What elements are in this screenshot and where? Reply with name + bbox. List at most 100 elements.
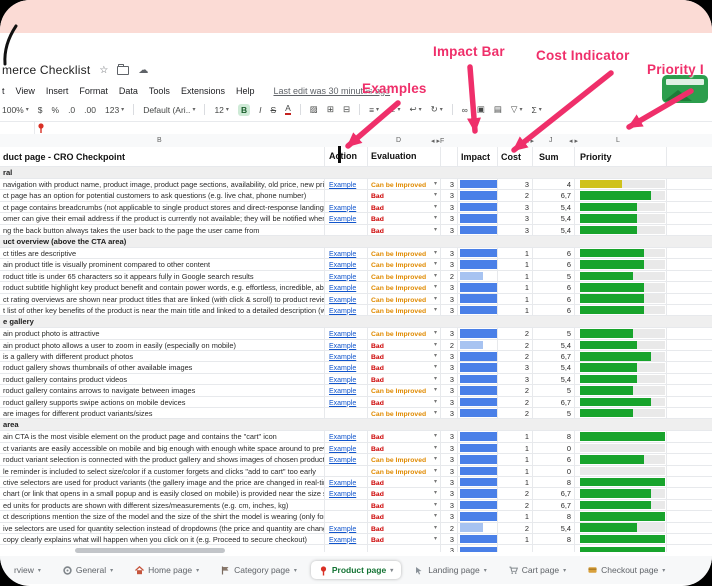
evaluation-cell[interactable]: Can be Improved ▾ bbox=[368, 247, 441, 259]
toolbar-percent-format-button[interactable]: % bbox=[51, 104, 60, 115]
sheet-tab-product-page[interactable]: Product page ▾ bbox=[310, 561, 402, 579]
dropdown-arrow-icon[interactable]: ▾ bbox=[433, 341, 437, 348]
evaluation-cell[interactable]: Bad ▾ bbox=[368, 339, 441, 351]
evaluation-cell[interactable]: Can be Improved ▾ bbox=[368, 282, 441, 293]
sheet-tab-landing-page[interactable]: Landing page ▾ bbox=[407, 561, 495, 579]
evaluation-cell[interactable]: Bad ▾ bbox=[368, 362, 441, 373]
column-letter[interactable]: B bbox=[157, 137, 162, 144]
tab-menu-arrow-icon[interactable]: ▾ bbox=[110, 567, 114, 574]
toolbar-bold-button[interactable]: B bbox=[237, 103, 251, 116]
dropdown-arrow-icon[interactable]: ▾ bbox=[433, 398, 437, 405]
toolbar-merge-cells-button[interactable]: ⊟ bbox=[342, 104, 351, 114]
dropdown-arrow-icon[interactable]: ▾ bbox=[433, 524, 437, 531]
dropdown-arrow-icon[interactable]: ▾ bbox=[433, 226, 437, 233]
column-letter[interactable]: ◂ ▸ bbox=[525, 138, 534, 145]
example-link[interactable]: Example bbox=[329, 388, 357, 396]
toolbar-borders-button[interactable]: ⊞ bbox=[326, 104, 334, 114]
toolbar-text-wrap-button[interactable]: ↩ ▾ bbox=[409, 104, 422, 114]
dropdown-arrow-icon[interactable]: ▾ bbox=[433, 353, 437, 360]
toolbar-insert-comment-button[interactable]: ▣ bbox=[476, 104, 485, 114]
toolbar-text-rotation-button[interactable]: ↻ ▾ bbox=[430, 104, 443, 114]
example-link[interactable]: Example bbox=[329, 204, 357, 212]
example-link[interactable]: Example bbox=[329, 536, 357, 544]
tab-menu-arrow-icon[interactable]: ▾ bbox=[37, 567, 41, 574]
dropdown-arrow-icon[interactable]: ▾ bbox=[433, 456, 437, 463]
tab-menu-arrow-icon[interactable]: ▾ bbox=[563, 567, 567, 574]
tab-menu-arrow-icon[interactable]: ▾ bbox=[390, 567, 394, 574]
evaluation-cell[interactable]: Bad ▾ bbox=[368, 488, 441, 499]
example-link[interactable]: Example bbox=[329, 307, 357, 315]
toolbar-insert-chart-button[interactable]: ▤ bbox=[493, 104, 502, 114]
column-letter[interactable]: D bbox=[396, 137, 402, 144]
toolbar-text-color-button[interactable]: A bbox=[285, 103, 291, 115]
sheet-tab-home-page[interactable]: Home page ▾ bbox=[127, 561, 207, 579]
dropdown-arrow-icon[interactable]: ▾ bbox=[433, 284, 437, 291]
toolbar-strikethrough-button[interactable]: S bbox=[270, 104, 277, 115]
example-link[interactable]: Example bbox=[329, 331, 357, 339]
dropdown-arrow-icon[interactable]: ▾ bbox=[433, 330, 437, 337]
example-link[interactable]: Example bbox=[329, 479, 357, 487]
dropdown-arrow-icon[interactable]: ▾ bbox=[433, 215, 437, 222]
toolbar-horizontal-align-button[interactable]: ≡ ▾ bbox=[369, 104, 380, 115]
dropdown-arrow-icon[interactable]: ▾ bbox=[433, 444, 437, 451]
column-letter[interactable]: L bbox=[616, 137, 620, 144]
menu-item-t[interactable]: t bbox=[2, 85, 5, 96]
toolbar-font-select[interactable]: Default (Ari.. ▾ bbox=[143, 104, 196, 115]
example-link[interactable]: Example bbox=[329, 457, 357, 465]
move-folder-icon[interactable] bbox=[117, 63, 130, 75]
dropdown-arrow-icon[interactable]: ▾ bbox=[433, 261, 437, 268]
dropdown-arrow-icon[interactable]: ▾ bbox=[433, 181, 437, 187]
evaluation-cell[interactable]: Bad ▾ bbox=[368, 499, 441, 511]
star-icon[interactable]: ☆ bbox=[99, 64, 109, 76]
example-link[interactable]: Example bbox=[329, 296, 357, 304]
evaluation-cell[interactable]: Bad ▾ bbox=[368, 533, 441, 545]
toolbar-number-format-button[interactable]: 123 ▾ bbox=[104, 104, 125, 115]
dropdown-arrow-icon[interactable]: ▾ bbox=[433, 249, 437, 256]
dropdown-arrow-icon[interactable]: ▾ bbox=[433, 272, 437, 279]
toolbar-currency-format-button[interactable]: $ bbox=[37, 104, 43, 115]
example-link[interactable]: Example bbox=[329, 365, 357, 373]
evaluation-cell[interactable]: Bad ▾ bbox=[368, 511, 441, 522]
evaluation-cell[interactable]: Bad ▾ bbox=[368, 476, 441, 488]
evaluation-cell[interactable]: Bad ▾ bbox=[368, 224, 441, 235]
dropdown-arrow-icon[interactable]: ▾ bbox=[433, 364, 437, 371]
evaluation-cell[interactable]: Bad ▾ bbox=[368, 190, 441, 201]
column-letter[interactable]: J bbox=[549, 137, 553, 144]
dropdown-arrow-icon[interactable]: ▾ bbox=[433, 410, 437, 417]
dropdown-arrow-icon[interactable]: ▾ bbox=[433, 295, 437, 302]
dropdown-arrow-icon[interactable]: ▾ bbox=[433, 513, 437, 520]
menu-item-view[interactable]: View bbox=[15, 85, 35, 96]
menu-item-data[interactable]: Data bbox=[118, 85, 138, 96]
example-link[interactable]: Example bbox=[329, 376, 357, 384]
menu-item-format[interactable]: Format bbox=[79, 85, 108, 96]
evaluation-cell[interactable]: Bad ▾ bbox=[368, 431, 441, 442]
toolbar-italic-button[interactable]: I bbox=[259, 104, 262, 115]
example-link[interactable]: Example bbox=[329, 250, 357, 258]
evaluation-cell[interactable]: Can be Improved ▾ bbox=[368, 408, 441, 419]
dropdown-arrow-icon[interactable]: ▾ bbox=[433, 490, 437, 497]
evaluation-cell[interactable]: Bad ▾ bbox=[368, 373, 441, 385]
evaluation-cell[interactable]: Can be Improved ▾ bbox=[368, 259, 441, 270]
example-link[interactable]: Example bbox=[329, 491, 357, 499]
column-letter[interactable]: ◂ ▸ bbox=[569, 138, 578, 145]
last-edit-link[interactable]: Last edit was 30 minutes ago bbox=[273, 85, 391, 96]
tab-menu-arrow-icon[interactable]: ▾ bbox=[196, 567, 200, 574]
name-box[interactable] bbox=[0, 122, 35, 134]
example-link[interactable]: Example bbox=[329, 342, 357, 350]
dropdown-arrow-icon[interactable]: ▾ bbox=[433, 478, 437, 485]
toolbar-increase-decimal-button[interactable]: .00 bbox=[84, 104, 96, 115]
menu-item-insert[interactable]: Insert bbox=[45, 85, 69, 96]
toolbar-fill-color-button[interactable]: ▨ bbox=[309, 104, 318, 114]
example-link[interactable]: Example bbox=[329, 285, 357, 293]
dropdown-arrow-icon[interactable]: ▾ bbox=[433, 467, 437, 474]
evaluation-cell[interactable]: Can be Improved ▾ bbox=[368, 385, 441, 396]
evaluation-cell[interactable]: Bad ▾ bbox=[368, 201, 441, 213]
example-link[interactable]: Example bbox=[329, 354, 357, 362]
toolbar-vertical-align-button[interactable]: ⊥ ▾ bbox=[388, 104, 401, 114]
column-letters-row[interactable]: B D ◂ ▸F ◂ ▸ J ◂ ▸ L bbox=[0, 134, 712, 148]
example-link[interactable]: Example bbox=[329, 399, 357, 407]
menu-item-extensions[interactable]: Extensions bbox=[180, 85, 225, 96]
evaluation-cell[interactable]: Bad ▾ bbox=[368, 396, 441, 408]
evaluation-cell[interactable] bbox=[368, 545, 441, 552]
evaluation-cell[interactable]: Can be Improved ▾ bbox=[368, 293, 441, 304]
